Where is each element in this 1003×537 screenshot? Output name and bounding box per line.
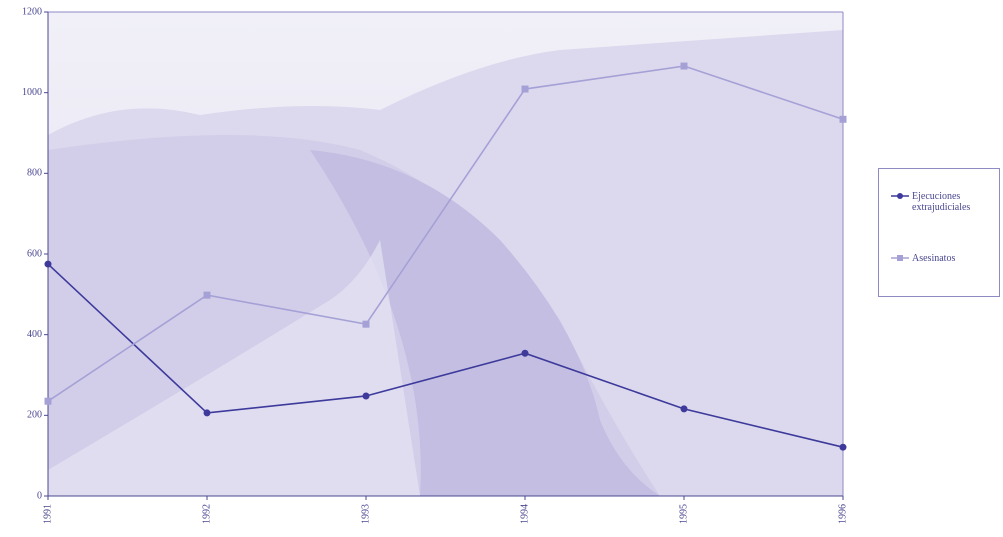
point	[521, 349, 529, 357]
point	[44, 260, 52, 268]
dune-shadow	[310, 150, 660, 496]
point	[362, 320, 370, 328]
y-tick-label: 800	[27, 168, 42, 179]
y-tick-label: 1200	[22, 6, 42, 17]
legend-label: Ejecuciones extrajudiciales	[912, 191, 971, 213]
legend-marker	[897, 193, 903, 199]
point	[362, 392, 370, 400]
series-line	[47, 263, 844, 448]
y-tick-label: 1000	[22, 87, 42, 98]
dune	[48, 240, 420, 496]
point	[521, 85, 529, 93]
legend-item: Ejecuciones extrajudiciales	[891, 191, 992, 213]
legend-label: Asesinatos	[912, 253, 956, 264]
x-tick-label: 1994	[519, 504, 530, 524]
point	[680, 62, 688, 70]
x-tick-label: 1991	[42, 504, 53, 524]
point	[203, 291, 211, 299]
x-tick-label: 1996	[837, 504, 848, 524]
point	[839, 443, 847, 451]
y-tick-label: 0	[37, 490, 42, 501]
legend-swatch	[891, 255, 909, 261]
point	[680, 405, 688, 413]
legend: Ejecuciones extrajudiciales Asesinatos	[878, 168, 1000, 297]
point	[839, 115, 847, 123]
x-tick-label: 1992	[201, 504, 212, 524]
y-tick-label: 200	[27, 410, 42, 421]
series-line	[47, 65, 844, 402]
point	[44, 397, 52, 405]
y-tick-label: 400	[27, 329, 42, 340]
legend-swatch	[891, 193, 909, 199]
legend-item: Asesinatos	[891, 253, 992, 264]
y-tick-label: 600	[27, 248, 42, 259]
x-tick-label: 1993	[360, 504, 371, 524]
x-tick-label: 1995	[678, 504, 689, 524]
point	[203, 409, 211, 417]
legend-marker	[897, 255, 903, 261]
